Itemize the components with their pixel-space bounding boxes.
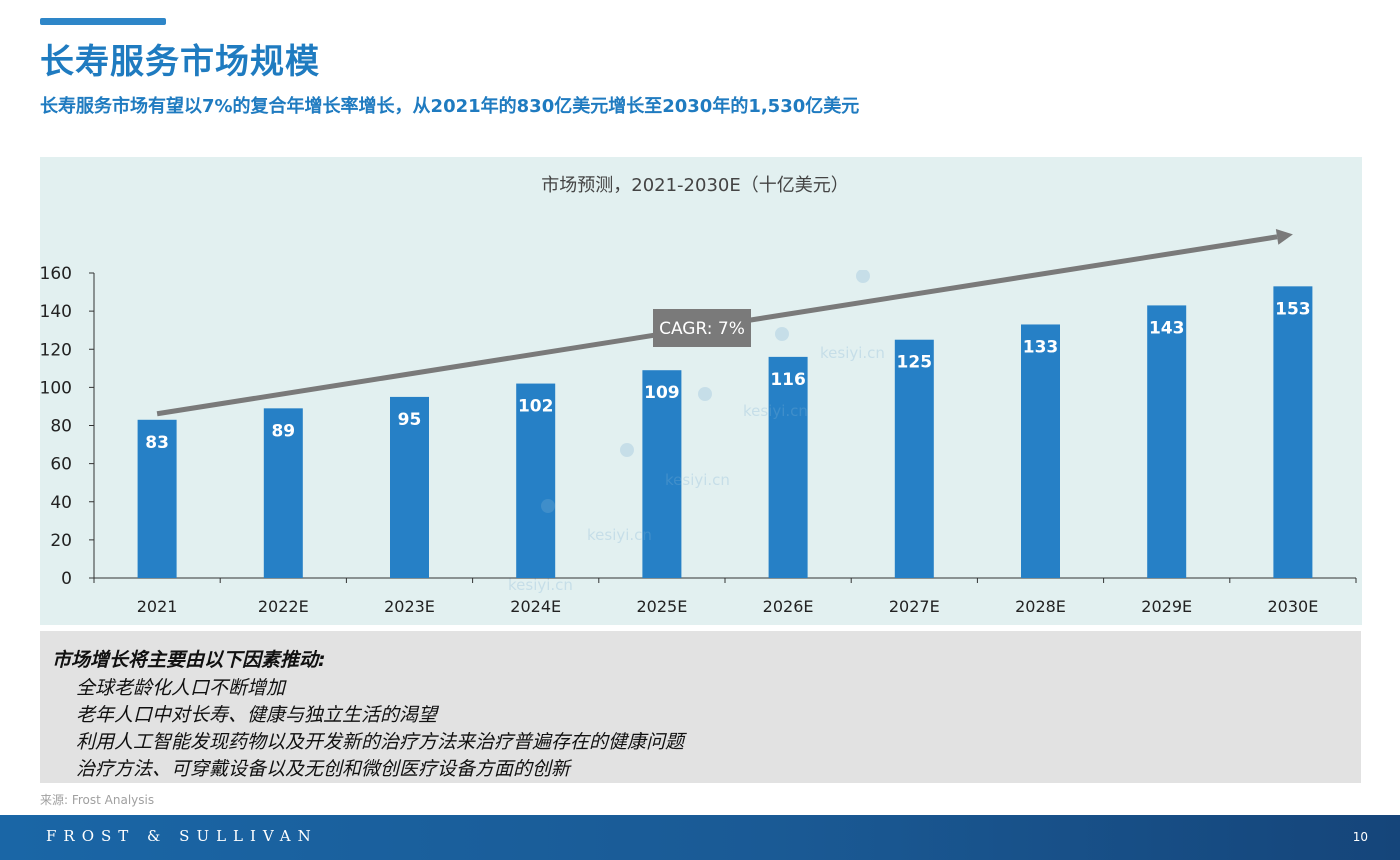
bar <box>1273 286 1313 578</box>
driver-item: 老年人口中对长寿、健康与独立生活的渴望 <box>76 704 438 726</box>
data-label: 83 <box>145 433 169 453</box>
y-tick-label: 40 <box>50 493 72 513</box>
driver-item: 治疗方法、可穿戴设备以及无创和微创医疗设备方面的创新 <box>76 758 571 780</box>
page-title: 长寿服务市场规模 <box>40 42 320 82</box>
y-tick-label: 80 <box>50 417 72 437</box>
bar <box>642 370 682 578</box>
x-tick-label: 2021 <box>137 597 178 616</box>
data-label: 89 <box>271 421 295 441</box>
data-label: 116 <box>770 370 806 390</box>
bar <box>1147 305 1187 578</box>
chart-title: 市场预测，2021-2030E（十亿美元） <box>541 175 848 196</box>
bar <box>768 356 808 578</box>
data-label: 102 <box>518 397 554 417</box>
footer-bar: FROST & SULLIVAN 10 <box>0 815 1400 860</box>
x-tick-label: 2026E <box>763 597 814 616</box>
data-label: 153 <box>1275 299 1311 319</box>
x-tick-label: 2030E <box>1267 597 1318 616</box>
growth-drivers-box: 市场增长将主要由以下因素推动: 全球老龄化人口不断增加 老年人口中对长寿、健康与… <box>40 631 1361 783</box>
y-tick-label: 20 <box>50 531 72 551</box>
x-tick-label: 2027E <box>889 597 940 616</box>
frost-sullivan-logo: FROST & SULLIVAN <box>46 827 318 845</box>
x-tick-label: 2022E <box>258 597 309 616</box>
data-label: 95 <box>398 410 422 430</box>
cagr-label-box <box>653 309 751 347</box>
data-label: 133 <box>1023 337 1059 357</box>
y-tick-label: 120 <box>40 340 72 360</box>
drivers-heading: 市场增长将主要由以下因素推动: <box>52 649 326 671</box>
x-tick-label: 2023E <box>384 597 435 616</box>
x-tick-label: 2028E <box>1015 597 1066 616</box>
data-label: 125 <box>897 353 933 373</box>
bar <box>894 339 934 578</box>
title-accent-bar <box>40 18 166 25</box>
bar <box>263 408 303 578</box>
y-tick-label: 140 <box>40 302 72 322</box>
page-number: 10 <box>1352 830 1368 844</box>
cagr-arrow-head <box>1275 228 1293 245</box>
y-tick-label: 160 <box>40 264 72 284</box>
driver-item: 全球老龄化人口不断增加 <box>76 677 286 699</box>
y-tick-label: 0 <box>61 569 72 589</box>
x-tick-label: 2025E <box>636 597 687 616</box>
bar <box>137 419 177 578</box>
driver-item: 利用人工智能发现药物以及开发新的治疗方法来治疗普遍存在的健康问题 <box>76 731 685 753</box>
page-subtitle: 长寿服务市场有望以7%的复合年增长率增长，从2021年的830亿美元增长至203… <box>40 96 860 117</box>
source-note: 来源: Frost Analysis <box>40 793 155 807</box>
x-tick-label: 2024E <box>510 597 561 616</box>
y-tick-label: 100 <box>40 378 72 398</box>
bar <box>390 396 429 578</box>
x-tick-label: 2029E <box>1141 597 1192 616</box>
cagr-label: CAGR: 7% <box>659 319 745 339</box>
data-label: 143 <box>1149 318 1185 338</box>
data-label: 109 <box>644 383 680 403</box>
chart-panel: 市场预测，2021-2030E（十亿美元） 0 20 40 60 80 100 120 140… <box>40 157 1362 625</box>
bar <box>516 383 556 578</box>
bar <box>1021 324 1060 578</box>
bar-chart: 市场预测，2021-2030E（十亿美元） 0 20 40 60 80 100 120 140… <box>40 175 1357 616</box>
y-tick-label: 60 <box>50 455 72 475</box>
